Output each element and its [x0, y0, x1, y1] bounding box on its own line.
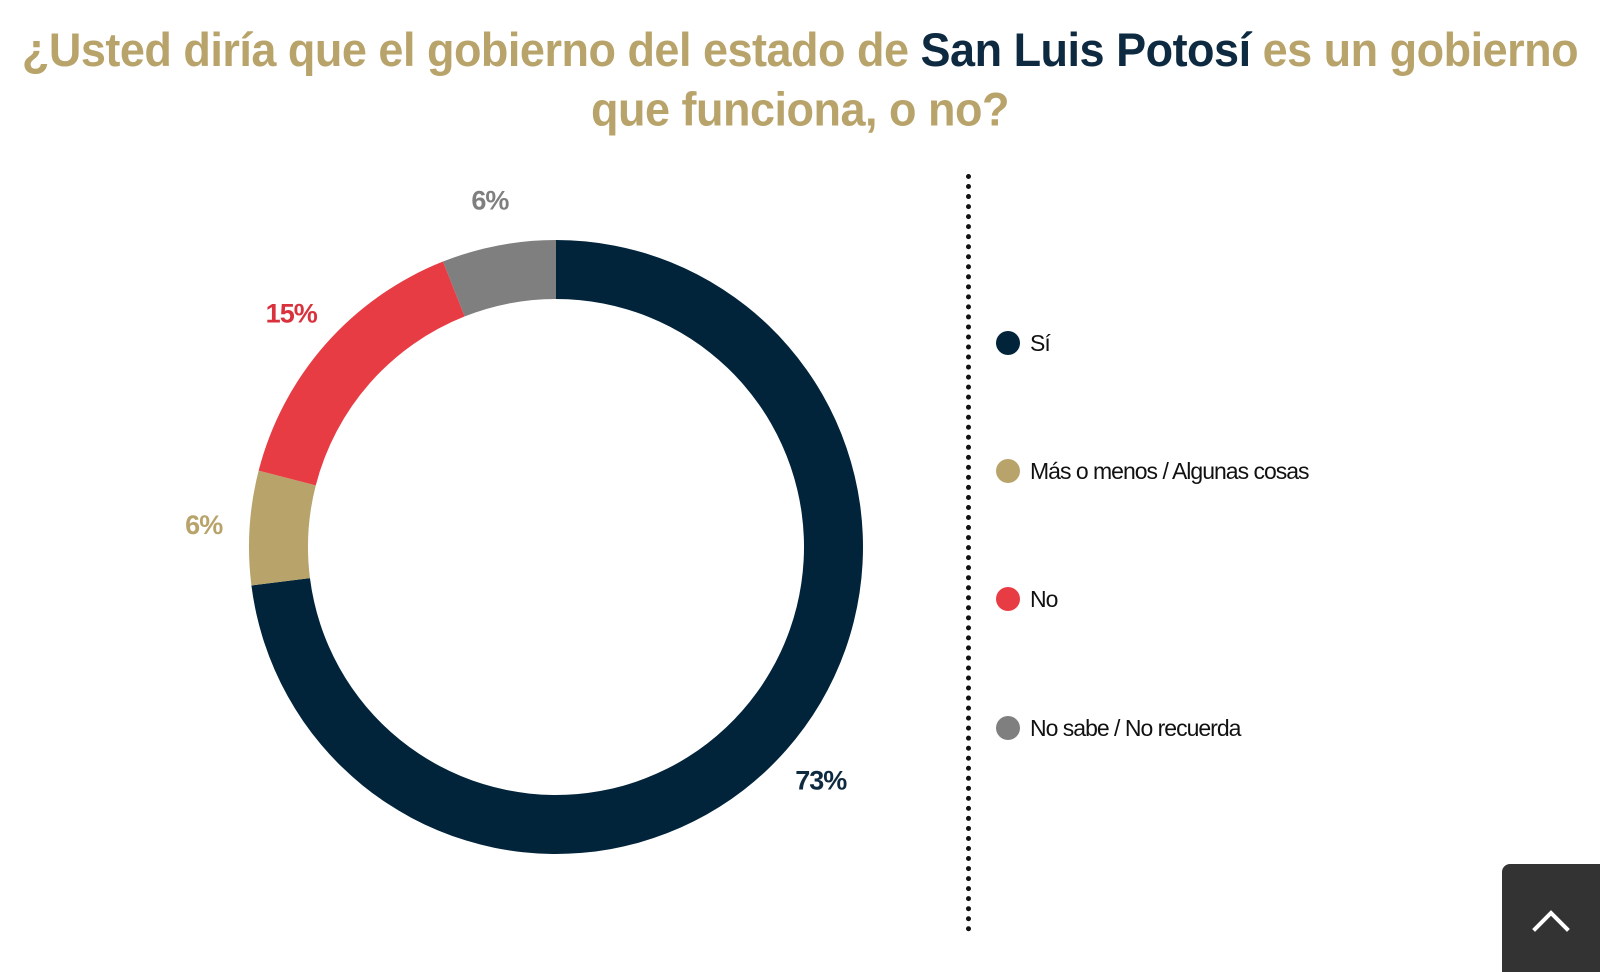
- legend-label: No: [1030, 585, 1058, 612]
- legend-item-0: Sí: [996, 328, 1051, 358]
- legend-item-3: No sabe / No recuerda: [996, 713, 1241, 743]
- slice-data-label-2: 15%: [266, 299, 318, 329]
- legend-item-1: Más o menos / Algunas cosas: [996, 456, 1310, 486]
- legend-marker: [996, 716, 1020, 740]
- title-highlight: San Luis Potosí: [920, 22, 1252, 77]
- legend-marker: [996, 587, 1020, 611]
- donut-slice-3: [442, 240, 556, 317]
- title-part-2: es un gobierno que funciona, o no?: [591, 22, 1579, 137]
- slice-data-label-3: 6%: [471, 185, 509, 215]
- legend-marker: [996, 459, 1020, 483]
- chart-title: ¿Usted diría que el gobierno del estado …: [20, 21, 1580, 140]
- donut-slice-1: [248, 470, 316, 586]
- scroll-to-top-button[interactable]: [1502, 864, 1600, 972]
- legend-label: No sabe / No recuerda: [1030, 714, 1241, 741]
- title-part-1: ¿Usted diría que el gobierno del estado …: [21, 22, 921, 77]
- slice-data-label-1: 6%: [185, 510, 223, 540]
- legend-item-2: No: [996, 584, 1058, 614]
- legend-label: Más o menos / Algunas cosas: [1030, 457, 1310, 484]
- donut-slice-2: [258, 261, 465, 486]
- chevron-up-icon: [1532, 910, 1570, 932]
- chart-divider: [966, 174, 971, 932]
- legend-marker: [996, 331, 1020, 355]
- slice-data-label-0: 73%: [795, 765, 847, 795]
- legend-label: Sí: [1030, 329, 1051, 356]
